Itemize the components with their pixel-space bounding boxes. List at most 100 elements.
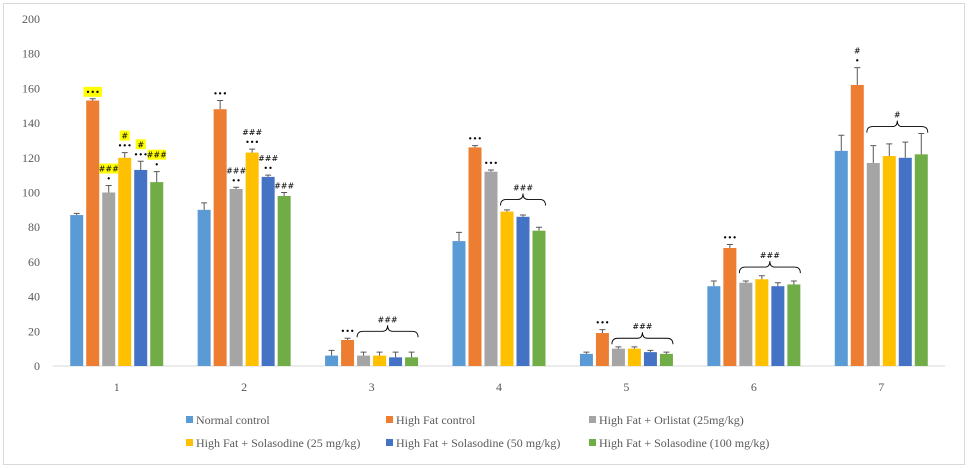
- bar: [405, 357, 419, 366]
- bar: [611, 348, 625, 366]
- error-bar: [73, 212, 80, 216]
- bar: [659, 353, 673, 366]
- x-tick-label: 3: [369, 380, 375, 394]
- legend-swatch: [386, 439, 393, 446]
- error-bar: [137, 160, 144, 170]
- y-tick-label: 160: [22, 81, 40, 95]
- bar: [579, 353, 593, 366]
- bar: [532, 230, 546, 366]
- significance-label: •••: [595, 319, 609, 328]
- bar: [389, 357, 403, 366]
- legend-swatch: [186, 439, 193, 446]
- bar: [357, 355, 371, 366]
- chart-frame: [3, 3, 965, 465]
- significance-label: ••: [231, 176, 240, 185]
- bracket-label: ###: [632, 322, 652, 331]
- bar: [707, 286, 721, 366]
- bar: [102, 192, 116, 366]
- error-bar: [918, 133, 925, 155]
- error-bar: [89, 98, 96, 101]
- bracket-label: #: [894, 111, 901, 120]
- bracket-line: [500, 193, 546, 206]
- bar: [341, 339, 355, 366]
- error-bars: [73, 67, 925, 358]
- error-bar: [536, 226, 542, 231]
- bracket-line: [356, 325, 419, 338]
- error-bar: [886, 143, 893, 157]
- bar: [723, 248, 737, 366]
- significance-label: •: [855, 57, 860, 66]
- legend-swatch: [589, 439, 596, 446]
- error-bar: [281, 192, 288, 196]
- significance-label: ••: [263, 164, 272, 173]
- error-bar: [456, 231, 462, 242]
- significance-label: •••: [484, 159, 498, 168]
- y-axis-ticks: 0 20 40 60 80 100 120 140 160 180 200: [22, 12, 40, 373]
- bar: [898, 157, 912, 366]
- error-bar: [583, 351, 590, 354]
- error-bar: [105, 185, 112, 193]
- bar: [643, 352, 657, 366]
- error-bar: [233, 186, 240, 190]
- bar: [261, 176, 275, 366]
- annotation-highlight: [135, 139, 146, 150]
- annotation-highlight: [147, 149, 166, 160]
- error-bar: [615, 346, 622, 349]
- legend-swatch: [589, 416, 596, 423]
- significance-annotations: ••••###•••#•••#•###•••••###•••###••#####…: [83, 47, 861, 336]
- bar: [516, 216, 530, 366]
- error-bar: [265, 174, 272, 177]
- annotation-highlight: [119, 130, 130, 141]
- y-tick-label: 200: [22, 12, 40, 26]
- bracket-line: [611, 332, 674, 345]
- bar: [70, 215, 84, 366]
- y-tick-label: 80: [28, 220, 40, 234]
- error-bar: [870, 145, 877, 164]
- bar: [834, 150, 848, 366]
- bar: [245, 152, 259, 366]
- annotation-highlight: [83, 86, 102, 97]
- y-tick-label: 60: [28, 255, 40, 269]
- bar: [229, 189, 243, 366]
- x-tick-label: 5: [623, 380, 629, 394]
- error-bar: [360, 351, 367, 356]
- bar: [452, 241, 466, 366]
- bar: [771, 286, 785, 366]
- x-tick-label: 6: [751, 380, 757, 394]
- bar: [468, 147, 482, 366]
- bar: [150, 182, 164, 366]
- bracket-line: [866, 120, 929, 133]
- legend-entry: Normal control: [196, 413, 270, 427]
- error-bar: [726, 244, 733, 249]
- bar: [213, 109, 227, 366]
- error-bar: [854, 67, 861, 85]
- x-tick-label: 1: [114, 380, 120, 394]
- error-bar: [408, 351, 415, 358]
- bracket-label: ###: [378, 315, 398, 324]
- significance-brackets: #############: [356, 111, 929, 345]
- bar: [118, 157, 132, 366]
- legend-swatch: [386, 416, 393, 423]
- error-bar: [742, 280, 749, 283]
- bracket-label: ###: [513, 183, 533, 192]
- error-bar: [902, 141, 909, 158]
- error-bar: [710, 280, 717, 287]
- error-bar: [217, 100, 224, 110]
- significance-label: •••: [213, 90, 227, 99]
- bar: [86, 100, 100, 367]
- significance-label: ###: [274, 182, 294, 191]
- error-bar: [838, 134, 845, 151]
- significance-label: •••: [468, 135, 482, 144]
- significance-label: •: [106, 175, 111, 184]
- legend-entry: High Fat + Orlistat (25mg/kg): [599, 413, 744, 427]
- error-bar: [328, 349, 335, 356]
- significance-label: •••: [340, 327, 354, 336]
- legend-entry: High Fat control: [396, 413, 476, 427]
- bar: [787, 284, 801, 366]
- bar: [500, 211, 514, 366]
- error-bar: [201, 202, 208, 210]
- significance-label: •••: [134, 150, 148, 159]
- y-tick-label: 40: [28, 290, 40, 304]
- bar: [882, 156, 896, 366]
- error-bar: [121, 152, 128, 158]
